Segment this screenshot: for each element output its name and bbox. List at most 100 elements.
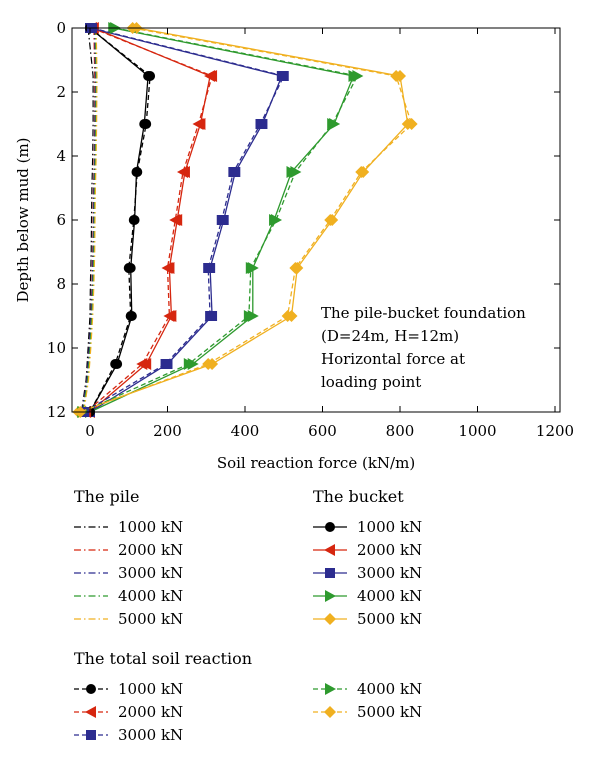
y-tick-label: 8: [56, 275, 66, 293]
data-point: [245, 262, 257, 274]
y-tick-label: 10: [47, 339, 66, 357]
series-pile-2000kn: [81, 27, 96, 413]
legend-label: 2000 kN: [118, 703, 183, 721]
series-line: [85, 27, 213, 413]
data-point: [390, 70, 403, 82]
legend-label: 2000 kN: [118, 541, 183, 559]
data-point: [163, 310, 175, 322]
legend-marker-swatch: [86, 684, 96, 694]
series-line: [83, 27, 98, 413]
data-point: [123, 263, 134, 273]
data-point: [281, 310, 294, 322]
legend-entry-pile: 5000 kN: [74, 610, 183, 628]
legend-entry-total: 4000 kN: [313, 680, 422, 698]
data-point: [161, 262, 173, 274]
x-axis-label: Soil reaction force (kN/m): [217, 454, 415, 472]
data-point: [243, 310, 255, 322]
y-axis-label: Depth below mud (m): [14, 137, 32, 302]
legend-marker-swatch: [325, 568, 335, 578]
legend-label: 5000 kN: [357, 703, 422, 721]
series-bucket-3000kn: [85, 23, 287, 417]
series-line: [82, 27, 97, 413]
x-tick-label: 1200: [536, 422, 574, 440]
data-point: [136, 358, 148, 370]
data-point: [405, 118, 418, 130]
series-line: [82, 27, 359, 413]
data-point: [203, 263, 214, 273]
legend-entries: 1000 kN 2000 kN 3000 kN 4000 kN 5000 kN 1000 …: [74, 518, 422, 744]
series-line: [83, 27, 285, 413]
legend-label: 4000 kN: [118, 587, 183, 605]
data-point: [289, 262, 302, 274]
data-point: [278, 71, 289, 81]
data-point: [128, 215, 139, 225]
annotation-line-4: loading point: [321, 373, 421, 391]
legend-label: 3000 kN: [118, 564, 183, 582]
series-total-3000kn: [79, 23, 289, 417]
y-tick-label: 4: [56, 147, 66, 165]
legend-marker-swatch: [325, 683, 336, 695]
legend-label: 4000 kN: [357, 680, 422, 698]
annotation-line-1: The pile-bucket foundation: [321, 304, 526, 322]
x-tick-label: 600: [308, 422, 337, 440]
legend-label: 3000 kN: [357, 564, 422, 582]
plot-annotation: The pile-bucket foundation (D=24m, H=12m…: [321, 304, 526, 391]
legend-entry-bucket: 1000 kN: [313, 518, 422, 536]
x-tick-label: 400: [231, 422, 260, 440]
data-point: [132, 167, 143, 177]
x-tick-label: 200: [153, 422, 182, 440]
legend-label: 2000 kN: [357, 541, 422, 559]
plot-series: [72, 22, 418, 418]
legend-entry-bucket: 2000 kN: [313, 541, 422, 559]
data-point: [160, 359, 171, 369]
data-point: [192, 118, 204, 130]
data-point: [205, 311, 216, 321]
data-point: [202, 358, 215, 370]
legend-label: 1000 kN: [118, 680, 183, 698]
series-pile-5000kn: [83, 27, 98, 413]
annotation-line-3: Horizontal force at: [321, 350, 465, 368]
legend-marker-swatch: [86, 730, 96, 740]
data-point: [324, 214, 337, 226]
data-point: [271, 214, 282, 226]
series-line: [81, 27, 97, 413]
data-point: [183, 358, 195, 370]
axis-ticks: 0 200 400 600 800 1000 1200 0 2 4 6 8 10 12: [47, 19, 574, 440]
legend-title-bucket: The bucket: [313, 487, 404, 506]
data-point: [110, 359, 121, 369]
series-pile-4000kn: [82, 27, 97, 413]
series-line: [89, 27, 283, 413]
legend-marker-swatch: [324, 544, 335, 556]
legend-entry-pile: 3000 kN: [74, 564, 183, 582]
plot-frame: [71, 27, 561, 413]
legend-label: 4000 kN: [357, 587, 422, 605]
legend-entry-pile: 2000 kN: [74, 541, 183, 559]
x-tick-label: 0: [85, 422, 95, 440]
x-tick-label: 800: [386, 422, 415, 440]
legend-title-pile: The pile: [74, 487, 139, 506]
data-point: [145, 71, 156, 81]
legend-marker-swatch: [325, 522, 335, 532]
data-point: [255, 119, 266, 129]
annotation-line-2: (D=24m, H=12m): [321, 327, 459, 345]
legend-entry-pile: 1000 kN: [74, 518, 183, 536]
legend-entry-total: 1000 kN: [74, 680, 183, 698]
series-line: [89, 27, 211, 413]
legend-entry-total: 2000 kN: [74, 703, 183, 721]
data-point: [206, 70, 218, 82]
legend-entry-total: 5000 kN: [313, 703, 422, 721]
data-point: [141, 119, 152, 129]
legend-label: 5000 kN: [357, 610, 422, 628]
legend-label: 1000 kN: [118, 518, 183, 536]
legend-entry-bucket: 5000 kN: [313, 610, 422, 628]
legend-marker-swatch: [325, 590, 336, 602]
legend: The pile The bucket The total soil react…: [74, 487, 422, 744]
legend-label: 5000 kN: [118, 610, 183, 628]
series-line: [81, 27, 96, 413]
y-tick-label: 12: [47, 403, 66, 421]
series-line: [80, 27, 94, 413]
data-point: [216, 215, 227, 225]
data-point: [327, 118, 339, 130]
y-tick-label: 2: [56, 83, 66, 101]
